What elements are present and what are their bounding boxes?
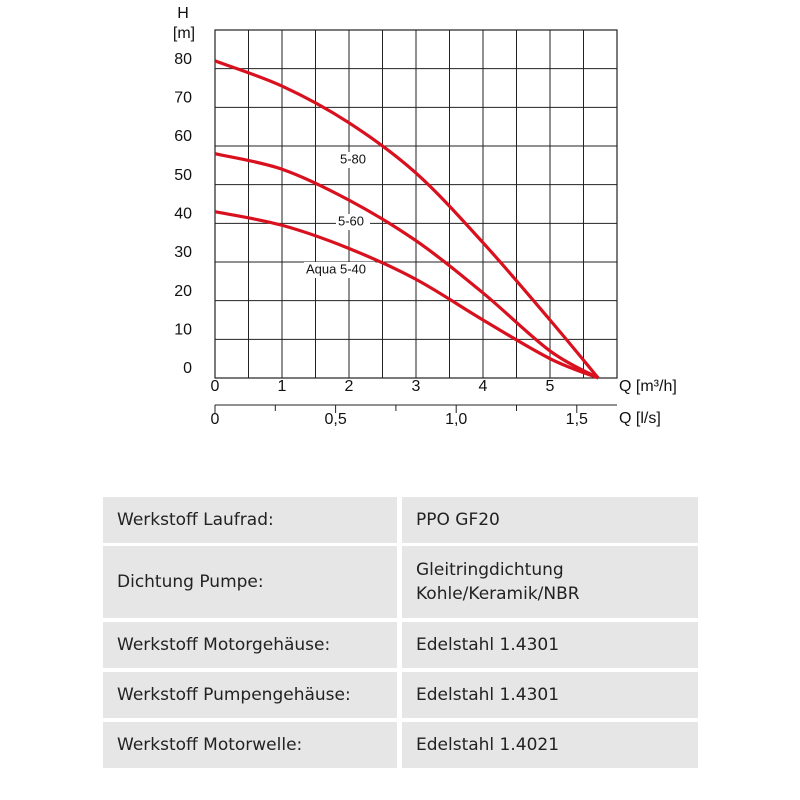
value-text: Gleitringdichtung	[416, 560, 564, 580]
table-value: Edelstahl 1.4301	[402, 622, 698, 668]
x-tick-label: 4	[479, 378, 488, 395]
y-axis-title: H	[177, 5, 189, 22]
y-tick-label: 50	[174, 167, 192, 184]
y-tick-label: 0	[183, 360, 192, 377]
curve-label-bg	[338, 152, 372, 168]
value-text: Edelstahl 1.4301	[416, 635, 560, 655]
table-value: PPO GF20	[402, 497, 698, 543]
label-text: Werkstoff Motorgehäuse:	[117, 635, 331, 655]
y-tick-label: 80	[174, 51, 192, 68]
label-text: Werkstoff Motorwelle:	[117, 735, 303, 755]
curve-label: 5-60	[338, 213, 364, 228]
table-label: Werkstoff Motorgehäuse:	[103, 622, 397, 668]
y-tick-label: 60	[174, 128, 192, 145]
table-value: Edelstahl 1.4301	[402, 672, 698, 718]
curve-label: Aqua 5-40	[306, 261, 366, 276]
y-tick-label: 40	[174, 206, 192, 223]
value-text: Edelstahl 1.4021	[416, 735, 560, 755]
x-tick-label: 1	[278, 378, 287, 395]
y-tick-label: 10	[174, 322, 192, 339]
x2-tick-label: 1,5	[566, 411, 588, 428]
label-text: Dichtung Pumpe:	[117, 572, 264, 592]
table-label: Werkstoff Motorwelle:	[103, 722, 397, 768]
y-tick-label: 30	[174, 244, 192, 261]
x2-tick-label: 1,0	[445, 411, 467, 428]
plot-frame	[214, 29, 618, 379]
x-tick-label: 3	[412, 378, 421, 395]
y-axis-unit: [m]	[173, 25, 195, 42]
table-value: Gleitringdichtung Kohle/Keramik/NBR	[402, 546, 698, 618]
chart: H [m] Q [m³/h] Q [l/s] 01020304050607080…	[173, 5, 677, 428]
x-tick-label: 2	[345, 378, 354, 395]
curve-label-bg	[304, 262, 376, 278]
x-tick-label: 0	[211, 378, 220, 395]
table-label: Dichtung Pumpe:	[103, 546, 397, 618]
x2-tick-label: 0	[211, 411, 220, 428]
value-text: PPO GF20	[416, 510, 500, 530]
label-text: Werkstoff Laufrad:	[117, 510, 274, 530]
x2-axis-title: Q [l/s]	[619, 410, 661, 427]
table-label: Werkstoff Pumpengehäuse:	[103, 672, 397, 718]
curve	[214, 210, 599, 380]
x2-tick-label: 0,5	[324, 411, 346, 428]
table-label: Werkstoff Laufrad:	[103, 497, 397, 543]
value-text: Kohle/Keramik/NBR	[416, 584, 580, 604]
curve-label-bg	[336, 214, 370, 230]
y-tick-label: 70	[174, 90, 192, 107]
curve	[214, 59, 600, 380]
x-axis-title: Q [m³/h]	[619, 378, 677, 395]
curve	[214, 152, 600, 380]
curve-label: 5-80	[340, 151, 366, 166]
label-text: Werkstoff Pumpengehäuse:	[117, 685, 351, 705]
y-tick-label: 20	[174, 283, 192, 300]
table-value: Edelstahl 1.4021	[402, 722, 698, 768]
value-text: Edelstahl 1.4301	[416, 685, 560, 705]
x-tick-label: 5	[546, 378, 555, 395]
